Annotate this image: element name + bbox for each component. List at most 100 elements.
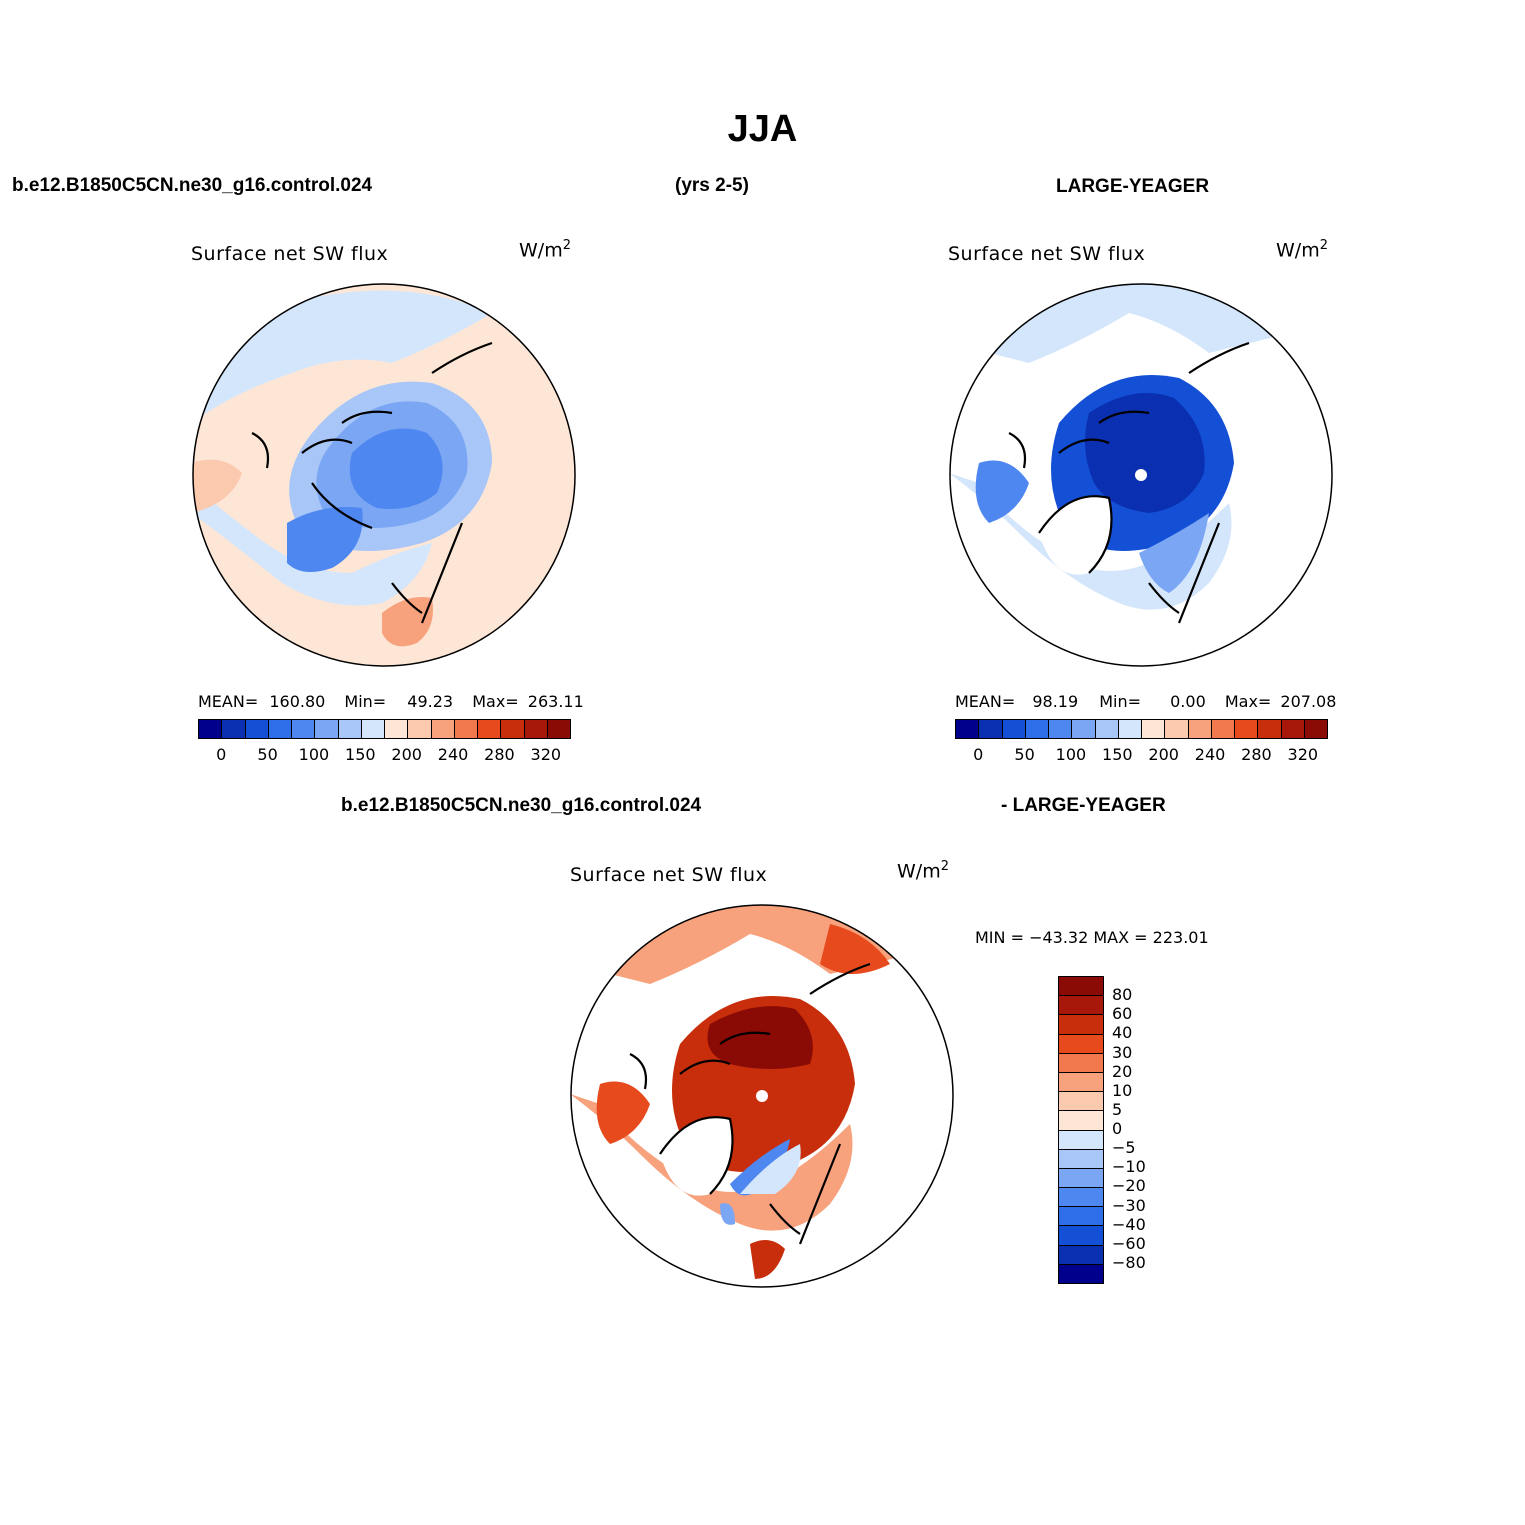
colorbar-tick-label: 280	[1241, 745, 1272, 764]
colorbar-tick-label: 0	[973, 745, 984, 764]
colorbar-cell	[1281, 720, 1305, 738]
panel-diff-units: W/m2	[897, 859, 949, 883]
colorbar-tick-label: 320	[530, 745, 562, 764]
colorbar-cell	[547, 720, 570, 738]
colorbar-cell	[1059, 1168, 1103, 1189]
panel-model-title: Surface net SW flux	[191, 243, 389, 265]
obs-name: LARGE-YEAGER	[1056, 176, 1210, 197]
case-name: b.e12.B1850C5CN.ne30_g16.control.024	[12, 175, 373, 196]
colorbar-cell	[1059, 1111, 1103, 1131]
panel-model-stats: MEAN= 160.80 Min= 49.23 Max= 263.11	[198, 692, 584, 711]
colorbar-cell	[338, 720, 362, 738]
colorbar-cell	[1059, 1034, 1103, 1054]
colorbar-tick-label: 20	[1112, 1061, 1133, 1081]
colorbar-cell	[1059, 996, 1103, 1016]
colorbar-cell	[385, 720, 409, 738]
min-label: Min=	[1099, 692, 1142, 711]
colorbar-cell	[1059, 1226, 1103, 1246]
colorbar-cell	[292, 720, 316, 738]
colorbar-tick-label: 5	[1112, 1099, 1123, 1119]
colorbar-cell	[268, 720, 292, 738]
mean-label: MEAN=	[198, 692, 259, 711]
colorbar-cell	[956, 720, 980, 738]
colorbar-cell	[431, 720, 455, 738]
colorbar-tick-label: 40	[1112, 1023, 1133, 1043]
panel-diff-title: Surface net SW flux	[570, 864, 768, 886]
colorbar-tick-label: 80	[1112, 985, 1133, 1005]
colorbar-cell	[361, 720, 385, 738]
panel-diff-colorbar	[1058, 976, 1104, 1284]
colorbar-cell	[1059, 1207, 1103, 1227]
colorbar-cell	[1095, 720, 1119, 738]
colorbar-tick-label: 150	[345, 745, 376, 764]
colorbar-cell	[1059, 1149, 1103, 1169]
colorbar-cell	[1142, 720, 1166, 738]
colorbar-cell	[1059, 1092, 1103, 1112]
colorbar-cell	[1002, 720, 1026, 738]
colorbar-cell	[979, 720, 1003, 738]
colorbar-tick-label: 50	[1014, 745, 1035, 764]
colorbar-tick-label: −80	[1112, 1252, 1146, 1272]
colorbar-cell	[1059, 1053, 1103, 1073]
colorbar-tick-label: 50	[257, 745, 278, 764]
colorbar-cell	[1059, 1072, 1103, 1093]
colorbar-tick-label: 0	[216, 745, 227, 764]
min-label: Min=	[344, 692, 387, 711]
panel-model-colorbar	[198, 719, 571, 739]
panel-diff-map	[570, 904, 954, 1288]
colorbar-cell	[454, 720, 478, 738]
max-label: Max=	[1224, 692, 1272, 711]
colorbar-tick-label: 240	[1194, 745, 1226, 764]
colorbar-tick-label: −20	[1112, 1176, 1146, 1196]
panel-model-map	[192, 283, 576, 667]
colorbar-cell	[1059, 977, 1103, 997]
colorbar-cell	[1059, 1015, 1103, 1035]
colorbar-cell	[1118, 720, 1142, 738]
panel-obs-map	[949, 283, 1333, 667]
colorbar-cell	[1211, 720, 1235, 738]
colorbar-tick-label: −10	[1112, 1157, 1146, 1177]
min-value: 49.23	[407, 692, 454, 711]
colorbar-cell	[1059, 1130, 1103, 1150]
colorbar-tick-label: −60	[1112, 1233, 1146, 1253]
panel-obs-title: Surface net SW flux	[948, 243, 1146, 265]
colorbar-cell	[1165, 720, 1189, 738]
diff-case-name: b.e12.B1850C5CN.ne30_g16.control.024	[341, 795, 702, 816]
colorbar-cell	[501, 720, 525, 738]
max-value: 207.08	[1280, 692, 1337, 711]
colorbar-cell	[1059, 1188, 1103, 1208]
colorbar-cell	[222, 720, 246, 738]
colorbar-cell	[1235, 720, 1259, 738]
colorbar-cell	[199, 720, 223, 738]
colorbar-tick-label: 0	[1112, 1119, 1123, 1138]
colorbar-cell	[315, 720, 339, 738]
mean-label: MEAN=	[955, 692, 1016, 711]
colorbar-cell	[1059, 1245, 1103, 1265]
max-label: Max=	[472, 692, 519, 711]
colorbar-tick-label: 30	[1112, 1042, 1133, 1062]
colorbar-tick-label: 200	[391, 745, 422, 764]
colorbar-tick-label: 100	[1055, 745, 1087, 764]
colorbar-cell	[524, 720, 548, 738]
mean-value: 98.19	[1032, 692, 1079, 711]
mean-value: 160.80	[269, 692, 326, 711]
colorbar-cell	[1258, 720, 1282, 738]
colorbar-tick-label: 280	[484, 745, 515, 764]
colorbar-cell	[1049, 720, 1073, 738]
diff-obs-name: - LARGE-YEAGER	[1001, 795, 1166, 816]
colorbar-cell	[1059, 1264, 1103, 1283]
colorbar-cell	[408, 720, 432, 738]
colorbar-cell	[245, 720, 269, 738]
colorbar-cell	[1072, 720, 1096, 738]
max-value: 263.11	[527, 692, 584, 711]
colorbar-tick-label: −40	[1112, 1214, 1146, 1234]
colorbar-tick-label: 150	[1102, 745, 1133, 764]
colorbar-tick-label: 200	[1148, 745, 1179, 764]
panel-diff-minmax: MIN = −43.32 MAX = 223.01	[975, 928, 1209, 947]
panel-model-units: W/m2	[519, 238, 571, 262]
panel-obs-colorbar	[955, 719, 1328, 739]
colorbar-cell	[1188, 720, 1212, 738]
colorbar-cell	[1304, 720, 1327, 738]
figure-title: JJA	[727, 108, 798, 150]
colorbar-tick-label: 60	[1112, 1004, 1133, 1024]
